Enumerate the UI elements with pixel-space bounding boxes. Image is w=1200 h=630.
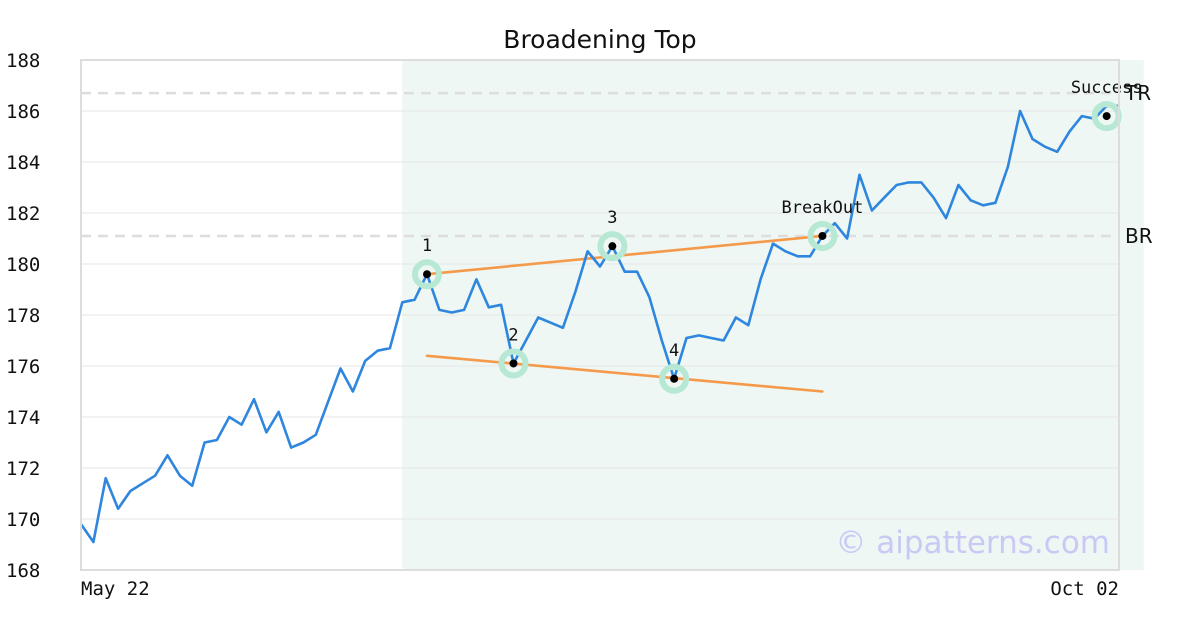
- pattern-point-label: 2: [508, 325, 518, 345]
- y-tick-label: 170: [6, 509, 40, 531]
- pattern-point-dot: [818, 231, 827, 240]
- y-tick-label: 168: [6, 560, 40, 582]
- pattern-point-dot: [608, 242, 617, 251]
- y-tick-label: 186: [6, 101, 40, 123]
- watermark: © aipatterns.com: [835, 525, 1110, 561]
- y-tick-label: 188: [6, 50, 40, 72]
- level-label: BR: [1125, 224, 1153, 248]
- trendline: [425, 354, 824, 393]
- y-tick-label: 172: [6, 458, 40, 480]
- level-label: TR: [1124, 81, 1151, 105]
- price-series-line: [79, 104, 1119, 544]
- x-tick-label: Oct 02: [1050, 578, 1119, 600]
- level-lines: TR BR: [81, 81, 1153, 248]
- x-tick-label: May 22: [81, 578, 150, 600]
- pattern-point-ring: [807, 220, 838, 251]
- pattern-point-dot: [509, 359, 518, 368]
- y-tick-label: 178: [6, 305, 40, 327]
- trendline: [425, 234, 824, 276]
- pattern-point-dot: [1102, 112, 1111, 121]
- pattern-point-ring: [597, 231, 628, 262]
- pattern-point-ring: [659, 363, 690, 394]
- pattern-point-markers: 1 2 3 4 BreakOut Success: [412, 78, 1143, 394]
- pattern-point-ring: [498, 348, 529, 379]
- pattern-point-label: 3: [607, 208, 617, 228]
- y-axis-ticks: 168 170 172 174 176 178 180 182 184 186 188: [6, 50, 40, 582]
- y-tick-label: 184: [6, 152, 40, 174]
- x-axis-ticks: May 22 Oct 02: [81, 578, 1119, 600]
- pattern-point-label: Success: [1071, 78, 1143, 98]
- pattern-point-dot: [670, 374, 679, 383]
- y-tick-label: 182: [6, 203, 40, 225]
- plot-frame: [80, 59, 1120, 571]
- y-tick-label: 174: [6, 407, 40, 429]
- pattern-point-ring: [412, 259, 442, 290]
- chart-title: Broadening Top: [503, 25, 696, 54]
- pattern-point-label: 1: [422, 236, 432, 256]
- y-tick-label: 180: [6, 254, 40, 276]
- pattern-point-dot: [423, 270, 431, 279]
- pattern-point-label: BreakOut: [781, 198, 863, 218]
- pattern-point-label: 4: [669, 341, 679, 361]
- y-tick-label: 176: [6, 356, 40, 378]
- trendlines: [425, 234, 824, 393]
